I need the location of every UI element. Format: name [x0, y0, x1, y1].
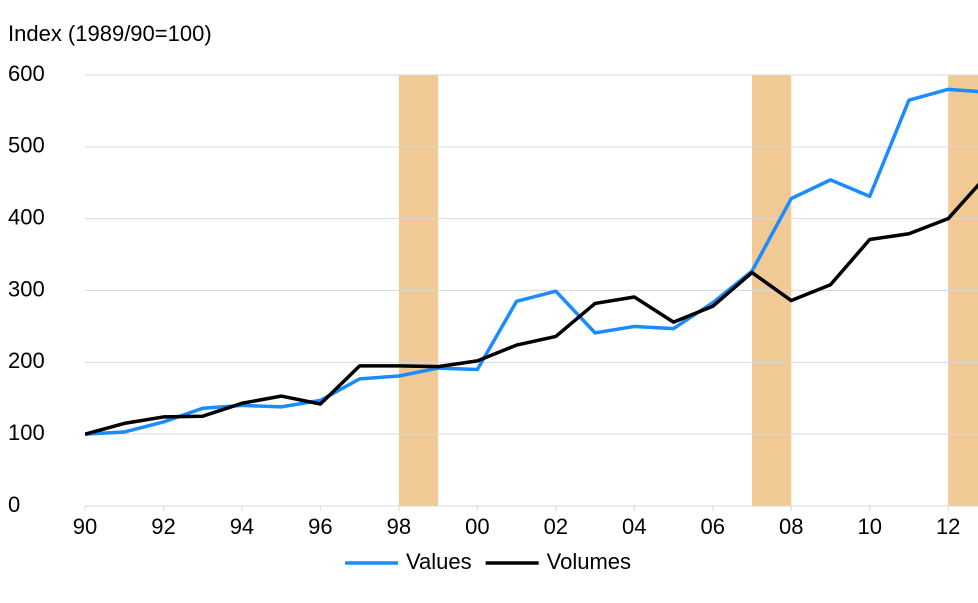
x-tick-label: 02 [544, 514, 568, 539]
y-tick-label: 200 [8, 348, 45, 373]
x-tick-label: 98 [387, 514, 411, 539]
y-tick-label: 600 [8, 61, 45, 86]
y-tick-label: 0 [8, 492, 20, 517]
y-axis-label: Index (1989/90=100) [8, 21, 212, 46]
x-tick-label: 06 [701, 514, 725, 539]
x-tick-label: 12 [936, 514, 960, 539]
x-tick-label: 10 [857, 514, 881, 539]
x-tick-label: 90 [73, 514, 97, 539]
x-tick-label: 04 [622, 514, 646, 539]
legend-label: Volumes [547, 549, 631, 574]
x-tick-label: 96 [308, 514, 332, 539]
x-tick-label: 08 [779, 514, 803, 539]
y-tick-label: 300 [8, 276, 45, 301]
y-tick-label: 100 [8, 420, 45, 445]
legend-label: Values [406, 549, 472, 574]
y-tick-label: 400 [8, 204, 45, 229]
y-tick-label: 500 [8, 133, 45, 158]
data-line [85, 87, 978, 436]
x-tick-label: 92 [151, 514, 175, 539]
x-tick-label: 94 [230, 514, 254, 539]
x-tick-label: 00 [465, 514, 489, 539]
data-line [85, 182, 978, 436]
